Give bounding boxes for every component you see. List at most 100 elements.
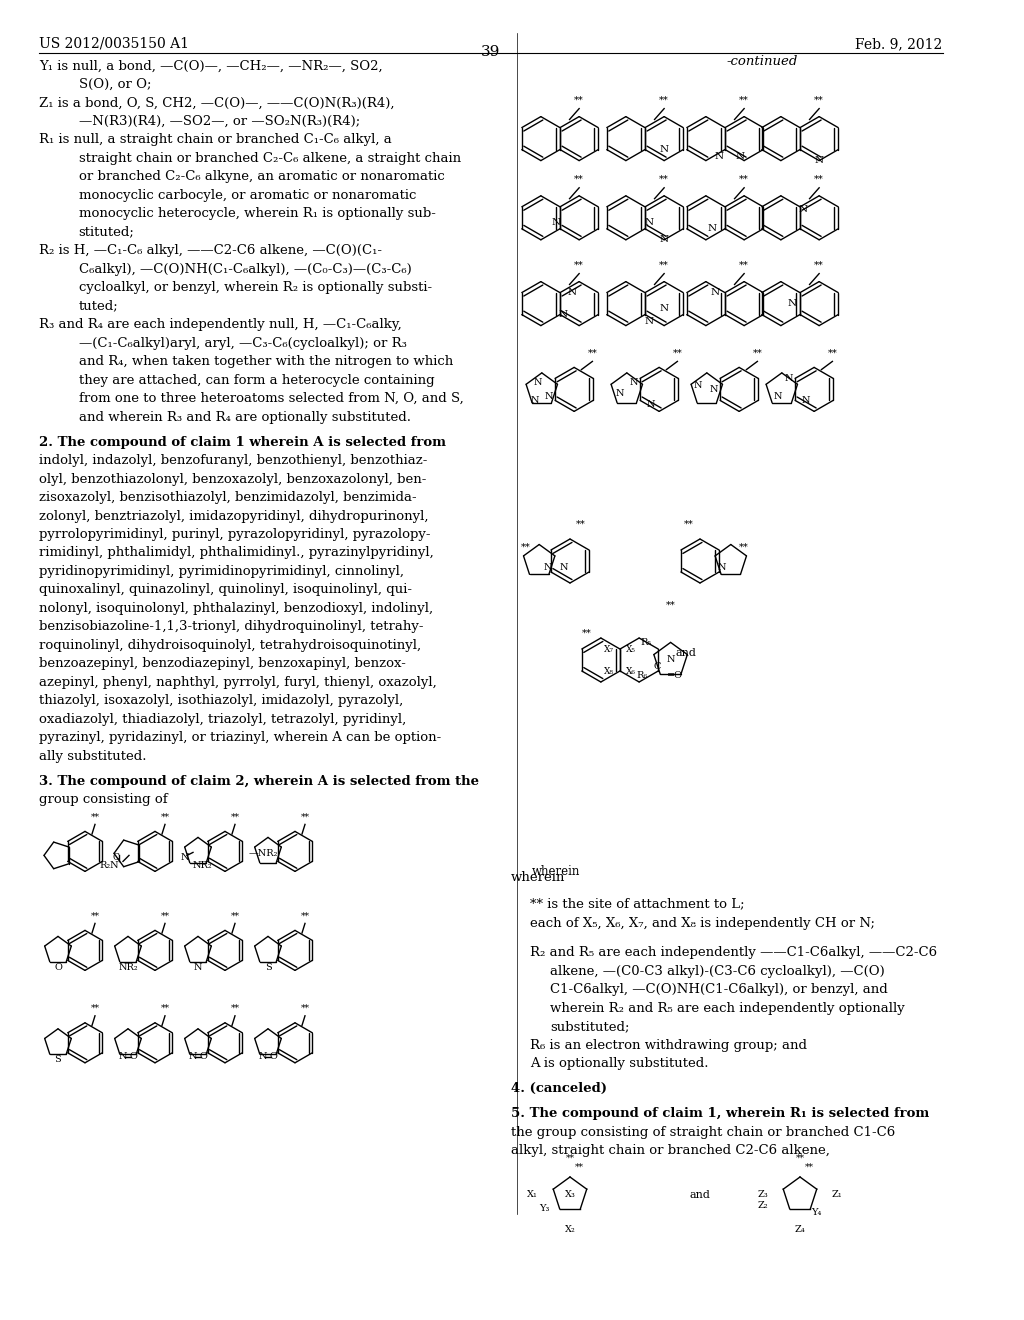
Text: and: and [689,1189,711,1200]
Text: Z₁ is a bond, O, S, CH2, —C(O)—, ——C(O)N(R₃)(R4),: Z₁ is a bond, O, S, CH2, —C(O)—, ——C(O)N… [39,96,395,110]
Text: **: ** [300,911,309,920]
Text: **: ** [574,260,584,269]
Text: N: N [802,396,810,405]
Text: R₅: R₅ [641,638,652,647]
Text: N: N [784,374,793,383]
Text: R₁ is null, a straight chain or branched C₁-C₆ alkyl, a: R₁ is null, a straight chain or branched… [39,133,392,147]
Text: Y₃: Y₃ [540,1204,550,1213]
Text: N: N [736,152,744,161]
Text: —(C₁-C₆alkyl)aryl, aryl, —C₃-C₆(cycloalkyl); or R₃: —(C₁-C₆alkyl)aryl, aryl, —C₃-C₆(cycloalk… [79,337,407,350]
Text: N: N [119,1052,127,1061]
Text: R₆ is an electron withdrawing group; and: R₆ is an electron withdrawing group; and [530,1039,807,1052]
Text: =O: =O [668,671,683,680]
Text: oxadiazolyl, thiadiazolyl, triazolyl, tetrazolyl, pyridinyl,: oxadiazolyl, thiadiazolyl, triazolyl, te… [39,713,407,726]
Text: alkene, —(C0-C3 alkyl)-(C3-C6 cycloalkyl), —C(O): alkene, —(C0-C3 alkyl)-(C3-C6 cycloalkyl… [550,965,885,978]
Text: O: O [54,962,61,972]
Text: N: N [644,218,653,227]
Text: N: N [181,853,189,862]
Text: **: ** [659,95,669,104]
Text: **: ** [814,260,824,269]
Text: **: ** [230,1003,240,1012]
Text: tuted;: tuted; [79,300,119,313]
Text: N: N [693,380,702,389]
Text: C1-C6alkyl, —C(O)NH(C1-C6alkyl), or benzyl, and: C1-C6alkyl, —C(O)NH(C1-C6alkyl), or benz… [550,983,888,997]
Text: N: N [667,656,675,664]
Text: 3. The compound of claim 2, wherein A is selected from the: 3. The compound of claim 2, wherein A is… [39,775,479,788]
Text: Z₂: Z₂ [758,1201,768,1210]
Text: N: N [534,379,542,387]
Text: R₂N: R₂N [99,861,119,870]
Text: **: ** [565,1154,574,1163]
Text: N: N [552,218,561,227]
Text: N: N [616,389,625,399]
Text: **: ** [739,544,749,552]
Text: NR₂: NR₂ [193,862,213,870]
Text: X₂: X₂ [564,1225,575,1234]
Text: N: N [188,1052,198,1061]
Text: R₃ and R₄ are each independently null, H, —C₁-C₆alky,: R₃ and R₄ are each independently null, H… [39,318,402,331]
Text: **: ** [300,1003,309,1012]
Text: alkyl, straight chain or branched C2-C6 alkene,: alkyl, straight chain or branched C2-C6 … [511,1144,829,1158]
Text: Z₃: Z₃ [758,1191,768,1199]
Text: N: N [659,235,669,244]
Text: S: S [54,1055,61,1064]
Text: monocyclic heterocycle, wherein R₁ is optionally sub-: monocyclic heterocycle, wherein R₁ is op… [79,207,435,220]
Text: S(O), or O;: S(O), or O; [79,78,152,91]
Text: N: N [647,400,655,409]
Text: olyl, benzothiazolonyl, benzoxazolyl, benzoxazolonyl, ben-: olyl, benzothiazolonyl, benzoxazolyl, be… [39,473,427,486]
Text: N: N [194,962,203,972]
Text: N: N [787,300,797,308]
Text: and R₄, when taken together with the nitrogen to which: and R₄, when taken together with the nit… [79,355,453,368]
Text: ** is the site of attachment to L;: ** is the site of attachment to L; [530,898,744,911]
Text: N: N [531,396,540,405]
Text: O: O [199,1052,207,1061]
Text: **: ** [684,520,694,529]
Text: S: S [264,962,271,972]
Text: the group consisting of straight chain or branched C1-C6: the group consisting of straight chain o… [511,1126,895,1139]
Text: N: N [659,145,669,154]
Text: N: N [718,564,726,572]
Text: **: ** [90,1003,99,1012]
Text: **: ** [739,260,749,269]
Text: Z₁: Z₁ [831,1191,843,1199]
Text: N: N [259,1052,267,1061]
Text: Y₄: Y₄ [811,1208,821,1217]
Text: pyrazinyl, pyridazinyl, or triazinyl, wherein A can be option-: pyrazinyl, pyridazinyl, or triazinyl, wh… [39,731,441,744]
Text: **: ** [230,812,240,821]
Text: indolyl, indazolyl, benzofuranyl, benzothienyl, benzothiaz-: indolyl, indazolyl, benzofuranyl, benzot… [39,454,428,467]
Text: —N(R3)(R4), —SO2—, or —SO₂N(R₃)(R4);: —N(R3)(R4), —SO2—, or —SO₂N(R₃)(R4); [79,115,359,128]
Text: and wherein R₃ and R₄ are optionally substituted.: and wherein R₃ and R₄ are optionally sub… [79,411,411,424]
Text: N: N [644,317,653,326]
Text: **: ** [574,174,584,183]
Text: N: N [710,385,718,393]
Text: or branched C₂-C₆ alkyne, an aromatic or nonaromatic: or branched C₂-C₆ alkyne, an aromatic or… [79,170,444,183]
Text: N: N [708,224,717,234]
Text: **: ** [161,1003,170,1012]
Text: wherein R₂ and R₅ are each independently optionally: wherein R₂ and R₅ are each independently… [550,1002,904,1015]
Text: benzoazepinyl, benzodiazepinyl, benzoxapinyl, benzox-: benzoazepinyl, benzodiazepinyl, benzoxap… [39,657,407,671]
Text: ally substituted.: ally substituted. [39,750,146,763]
Text: wherein: wherein [511,871,565,884]
Text: X₆: X₆ [626,667,636,676]
Text: zolonyl, benztriazolyl, imidazopyridinyl, dihydropurinonyl,: zolonyl, benztriazolyl, imidazopyridinyl… [39,510,429,523]
Text: **: ** [666,601,676,610]
Text: 2. The compound of claim 1 wherein A is selected from: 2. The compound of claim 1 wherein A is … [39,436,446,449]
Text: **: ** [659,260,669,269]
Text: N: N [814,156,823,165]
Text: from one to three heteroatoms selected from N, O, and S,: from one to three heteroatoms selected f… [79,392,463,405]
Text: N: N [544,392,553,400]
Text: pyridinopyrimidinyl, pyrimidinopyrimidinyl, cinnolinyl,: pyridinopyrimidinyl, pyrimidinopyrimidin… [39,565,404,578]
Text: **: ** [659,174,669,183]
Text: cycloalkyl, or benzyl, wherein R₂ is optionally substi-: cycloalkyl, or benzyl, wherein R₂ is opt… [79,281,432,294]
Text: they are attached, can form a heterocycle containing: they are attached, can form a heterocycl… [79,374,434,387]
Text: N: N [559,564,567,572]
Text: N: N [711,288,720,297]
Text: R₆: R₆ [636,671,648,680]
Text: A is optionally substituted.: A is optionally substituted. [530,1057,709,1071]
Text: **: ** [300,812,309,821]
Text: Y₁ is null, a bond, —C(O)—, —CH₂—, —NR₂—, SO2,: Y₁ is null, a bond, —C(O)—, —CH₂—, —NR₂—… [39,59,383,73]
Text: substituted;: substituted; [550,1020,630,1034]
Text: N: N [544,564,552,572]
Text: **: ** [575,1163,584,1172]
Text: O: O [269,1052,276,1061]
